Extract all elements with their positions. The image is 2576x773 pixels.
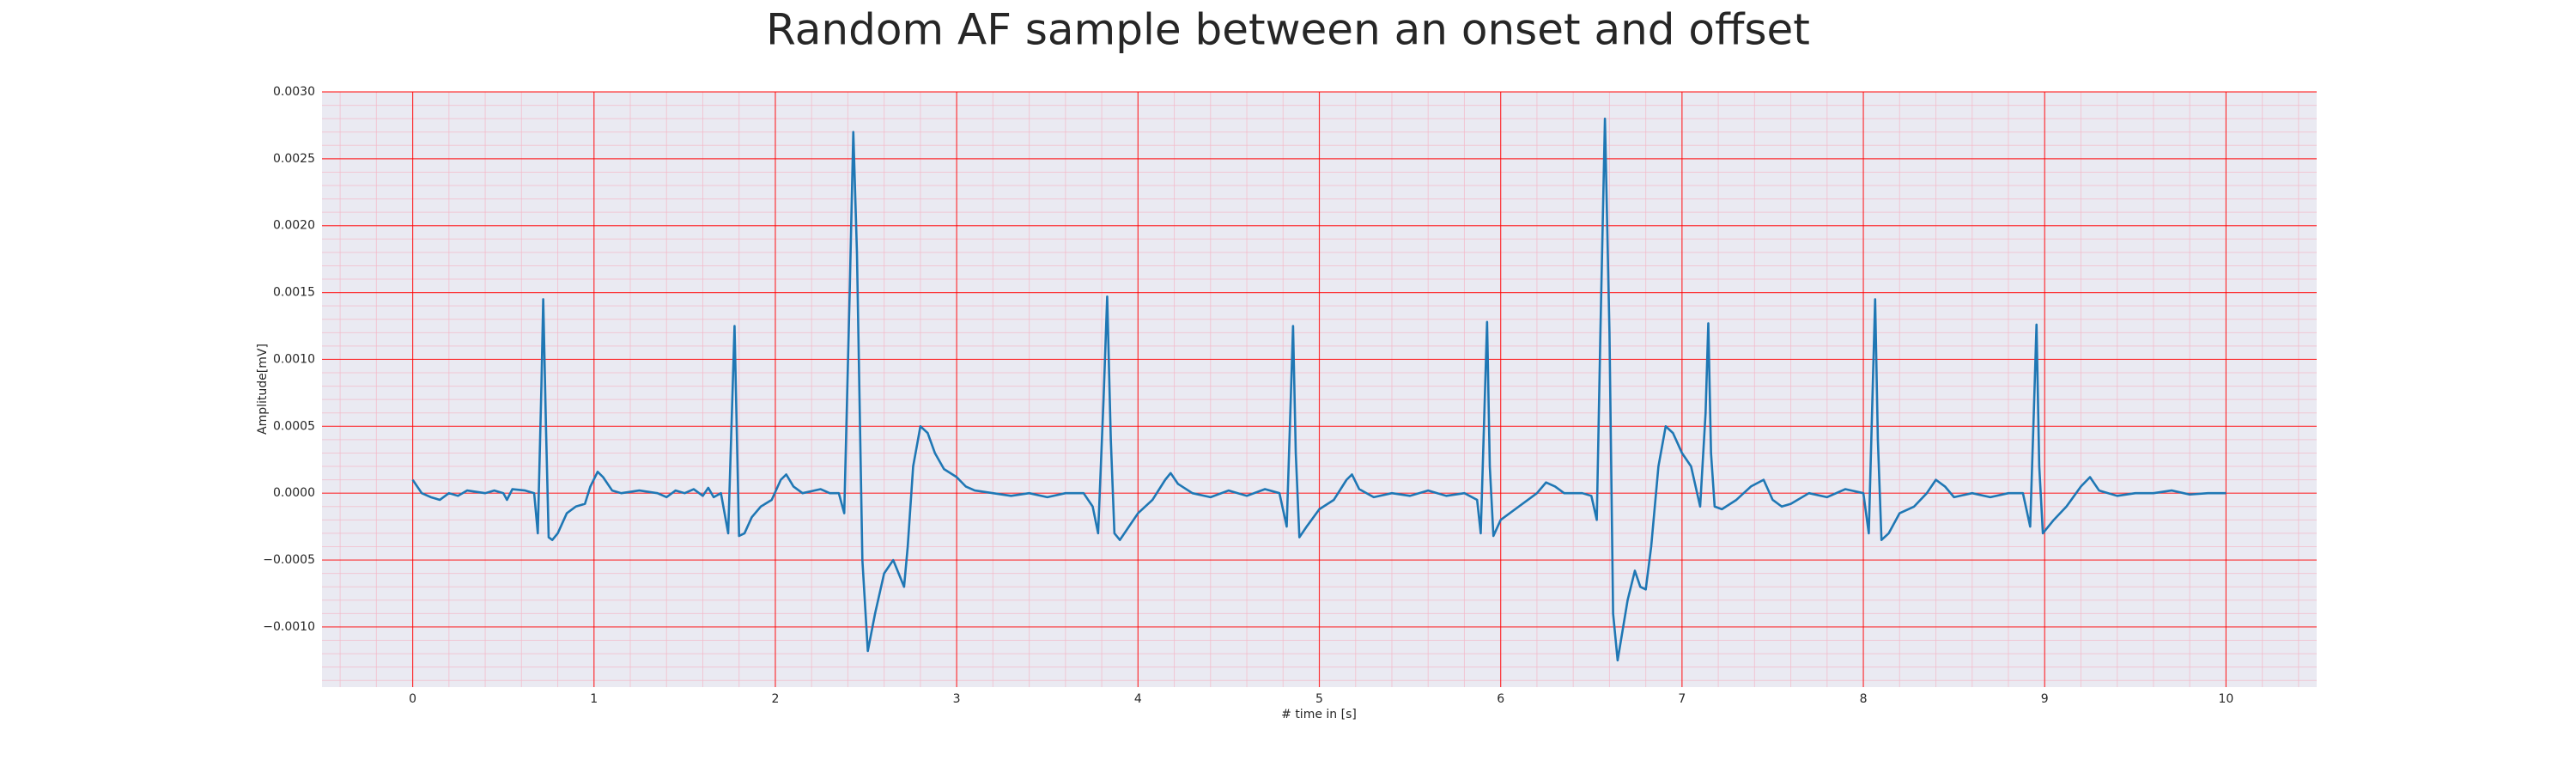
x-tick-label: 1 (590, 692, 598, 706)
x-tick-label: 4 (1134, 692, 1142, 706)
x-tick-label: 3 (953, 692, 961, 706)
x-tick-label: 6 (1497, 692, 1504, 706)
x-axis-label: # time in [s] (1281, 708, 1357, 721)
y-tick-label: −0.0010 (263, 620, 315, 634)
x-tick-label: 9 (2041, 692, 2049, 706)
x-tick-label: 10 (2218, 692, 2233, 706)
x-tick-label: 0 (409, 692, 416, 706)
y-axis-label: Amplitude[mV] (256, 344, 270, 435)
line-series (411, 117, 2227, 662)
y-tick-label: 0.0000 (273, 486, 315, 500)
y-tick-label: 0.0010 (273, 352, 315, 366)
x-tick-label: 5 (1315, 692, 1323, 706)
y-tick-label: 0.0005 (273, 419, 315, 433)
y-tick-label: 0.0015 (273, 286, 315, 300)
y-tick-label: 0.0020 (273, 219, 315, 233)
x-tick-label: 7 (1678, 692, 1686, 706)
chart-title: Random AF sample between an onset and of… (766, 5, 1810, 55)
y-tick-label: 0.0025 (273, 152, 315, 166)
x-tick-label: 2 (771, 692, 779, 706)
y-tick-label: −0.0005 (263, 553, 315, 567)
x-tick-label: 8 (1860, 692, 1868, 706)
y-tick-label: 0.0030 (273, 85, 315, 99)
